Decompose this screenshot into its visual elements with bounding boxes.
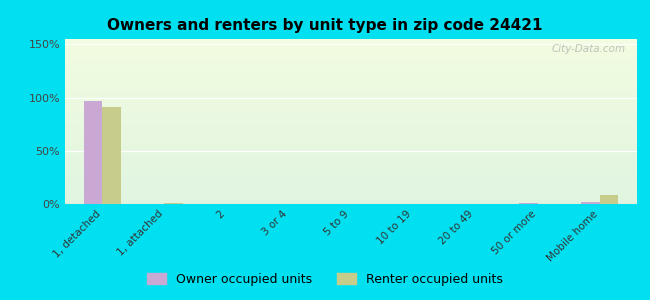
Legend: Owner occupied units, Renter occupied units: Owner occupied units, Renter occupied un…	[142, 268, 508, 291]
Bar	[600, 196, 618, 204]
Bar	[581, 202, 600, 204]
Bar	[102, 107, 121, 204]
Bar	[164, 203, 183, 204]
Bar	[519, 203, 538, 204]
Text: City-Data.com: City-Data.com	[551, 44, 625, 54]
Bar	[84, 101, 102, 204]
Text: Owners and renters by unit type in zip code 24421: Owners and renters by unit type in zip c…	[107, 18, 543, 33]
